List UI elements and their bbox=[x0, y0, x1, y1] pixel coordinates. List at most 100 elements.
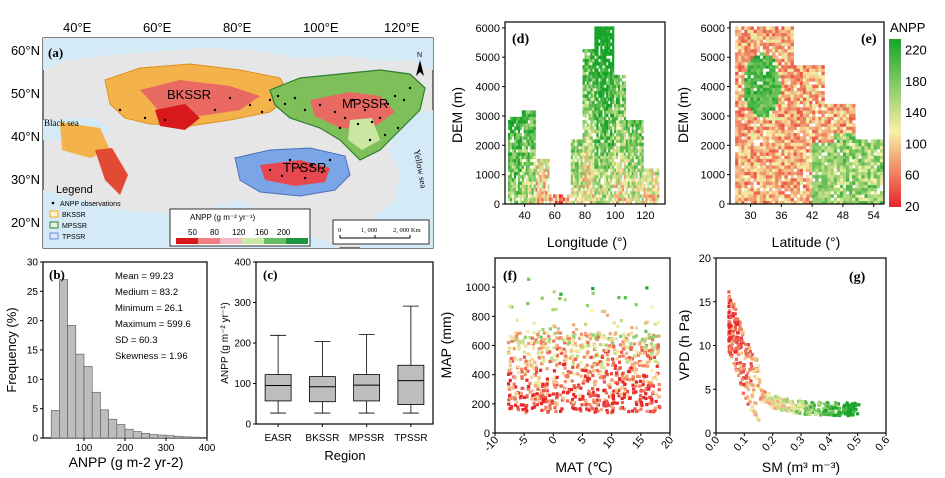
heatmap-e-cell bbox=[861, 145, 865, 150]
heatmap-d-cell bbox=[598, 94, 601, 98]
heatmap-d-cell bbox=[592, 171, 595, 176]
heatmap-d-cell bbox=[509, 184, 513, 189]
heatmap-e-cell bbox=[849, 116, 853, 121]
scatter-f-point bbox=[618, 343, 623, 347]
heatmap-e-cell bbox=[778, 126, 782, 131]
heatmap-e-cell bbox=[805, 123, 810, 127]
heatmap-d-cell bbox=[606, 194, 609, 198]
heatmap-e-cell bbox=[784, 103, 788, 108]
heatmap-e-cell bbox=[849, 155, 853, 160]
heatmap-e-cell bbox=[781, 113, 785, 118]
heatmap-e-cell bbox=[827, 187, 831, 192]
heatmap-d-cell bbox=[637, 126, 640, 131]
heatmap-d-cell bbox=[608, 197, 611, 202]
heatmap-d-cell bbox=[639, 181, 642, 185]
heatmap-e-cell bbox=[735, 42, 739, 47]
heatmap-d-cell bbox=[570, 152, 574, 156]
heatmap-d-cell bbox=[586, 142, 589, 147]
heatmap-d-cell bbox=[613, 107, 617, 111]
heatmap-d-cell bbox=[602, 49, 605, 53]
heatmap-d-cell bbox=[610, 36, 613, 40]
heatmap-d-cell bbox=[653, 194, 656, 198]
heatmap-e-cell bbox=[861, 171, 865, 176]
heatmap-d-cell bbox=[604, 42, 607, 47]
heatmap-e-cell bbox=[787, 39, 791, 43]
box-iqr bbox=[397, 364, 425, 405]
heatmap-d-cell bbox=[582, 123, 585, 127]
heatmap-e-cell bbox=[802, 113, 807, 118]
heatmap-d-cell bbox=[580, 162, 583, 166]
heatmap-d-cell bbox=[519, 187, 523, 192]
heatmap-e-cell bbox=[753, 113, 757, 118]
heatmap-d-cell bbox=[621, 139, 625, 143]
box-marks bbox=[264, 305, 425, 414]
scatter-f-point bbox=[626, 370, 631, 374]
heatmap-d-cell bbox=[533, 132, 536, 137]
heatmap-e-cell bbox=[772, 165, 776, 169]
scatter-f-point bbox=[640, 337, 645, 341]
heatmap-d-cell bbox=[604, 191, 607, 195]
heatmap-d-cell bbox=[615, 136, 619, 140]
heatmap-d-cell bbox=[643, 191, 646, 195]
heatmap-e-cell bbox=[784, 42, 788, 47]
heatmap-d-cell bbox=[586, 181, 589, 185]
heatmap-d-cell bbox=[633, 174, 636, 179]
heatmap-d-cell bbox=[527, 162, 530, 166]
scatter-f-point bbox=[540, 408, 544, 413]
heatmap-e-cell bbox=[747, 142, 751, 147]
heatmap-d-cell bbox=[594, 200, 597, 205]
heatmap-e-cell bbox=[750, 187, 754, 192]
heatmap-e-cell bbox=[744, 158, 748, 163]
heatmap-d-cell bbox=[643, 194, 646, 198]
heatmap-d-cell bbox=[602, 165, 605, 169]
heatmap-e-cell bbox=[790, 191, 794, 195]
heatmap-d-cell bbox=[519, 139, 523, 143]
heatmap-d-cell bbox=[596, 58, 599, 63]
heatmap-d-cell bbox=[606, 132, 609, 137]
heatmap-e-cell bbox=[784, 187, 788, 192]
heatmap-e-cell bbox=[781, 55, 785, 59]
heatmap-e-cell bbox=[787, 100, 791, 105]
heatmap-e-cell bbox=[858, 168, 862, 173]
heatmap-d-cell bbox=[588, 158, 591, 163]
heatmap-d-cell bbox=[610, 162, 613, 166]
heatmap-d-cell bbox=[619, 187, 623, 192]
heatmap-e-cell bbox=[778, 187, 782, 192]
scatter-f-point bbox=[588, 394, 592, 398]
heatmap-e-cell bbox=[796, 165, 801, 169]
scatter-f-point bbox=[571, 403, 575, 407]
scatter-f-point bbox=[538, 396, 542, 401]
heatmap-e-cell bbox=[855, 162, 859, 166]
scatter-f-point bbox=[507, 394, 512, 398]
scatter-f-point bbox=[651, 338, 655, 342]
heatmap-d-cell bbox=[517, 145, 521, 150]
scatter-f-point bbox=[513, 385, 518, 389]
heatmap-d-cell bbox=[549, 197, 552, 202]
heatmap-d-cell bbox=[621, 155, 625, 160]
scatter-f-point bbox=[531, 346, 536, 350]
heatmap-d-cell bbox=[606, 168, 609, 173]
heatmap-e-cell bbox=[802, 145, 807, 150]
heatmap-e-cell bbox=[861, 152, 865, 156]
heatmap-d-cell bbox=[517, 126, 521, 131]
heatmap-e-cell bbox=[738, 158, 742, 163]
scatter-f-point bbox=[628, 396, 632, 400]
scatter-f-point bbox=[579, 332, 584, 336]
heatmap-d-cell bbox=[600, 168, 603, 173]
heatmap-d-cell bbox=[523, 132, 526, 137]
heatmap-e-cell bbox=[870, 142, 875, 147]
heatmap-d-cell bbox=[594, 168, 597, 173]
heatmap-d-cell bbox=[527, 178, 530, 182]
heatmap-d-cell bbox=[604, 197, 607, 202]
heatmap-e-cell bbox=[753, 68, 757, 72]
heatmap-d-cell bbox=[521, 162, 525, 166]
scatter-f-point bbox=[627, 333, 631, 337]
heatmap-e-cell bbox=[818, 152, 822, 156]
heatmap-d-cell bbox=[508, 191, 511, 195]
heatmap-e-cell bbox=[799, 191, 804, 195]
heatmap-d-cell bbox=[621, 187, 625, 192]
heatmap-e-cell bbox=[812, 103, 816, 108]
scale-bar-0: 0 bbox=[338, 227, 341, 234]
scatter-f-points bbox=[506, 277, 662, 415]
heatmap-e-cell bbox=[738, 123, 742, 127]
